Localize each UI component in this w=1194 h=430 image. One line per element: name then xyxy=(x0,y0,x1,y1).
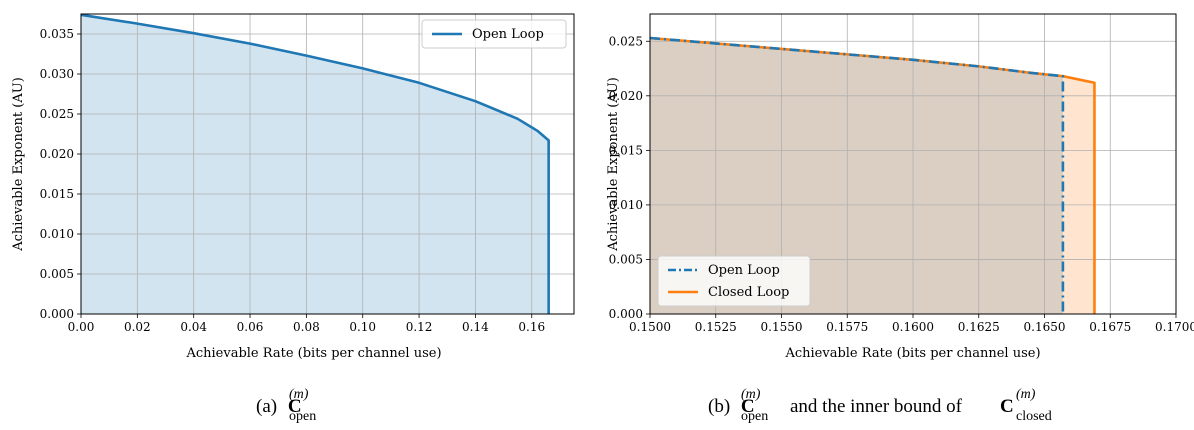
chart-a-frame xyxy=(80,13,575,315)
chart-b-y-axis-label: Achievable Exponent (AU) xyxy=(606,77,621,252)
chart-a-series-layer xyxy=(80,13,550,314)
caption-b: (b) C (m) open and the inner bound of C … xyxy=(708,387,1052,424)
chart-a-series-0-area xyxy=(81,14,549,315)
chart-b-x-tick-label: 0.1500 xyxy=(629,320,671,334)
caption-b-subscript2: closed xyxy=(1016,409,1052,424)
chart-panel-b: 0.1500 0.1525 0.1550 0.1575 0.1600 0.1625 0.16… xyxy=(606,13,1194,361)
chart-b-x-tick-label: 0.1675 xyxy=(1089,320,1131,334)
chart-a-x-ticks: 0.00 0.02 0.04 0.06 0.08 0.10 0.12 0.14 0.16 xyxy=(68,314,545,334)
chart-panel-a: 0.00 0.02 0.04 0.06 0.08 0.10 0.12 0.14 0.16 0.0… xyxy=(11,13,575,361)
chart-b-legend: Open Loop Closed Loop xyxy=(657,255,811,307)
chart-b-y-tick-label: 0.020 xyxy=(609,89,643,103)
chart-a-x-axis-label: Achievable Rate (bits per channel use) xyxy=(185,346,441,361)
chart-a-x-tick-label: 0.00 xyxy=(68,320,95,334)
chart-b-y-ticks: 0.000 0.005 0.010 0.015 0.020 0.025 xyxy=(609,34,650,321)
caption-a: (a) C (m) open xyxy=(256,387,316,424)
chart-b-y-tick-label: 0.015 xyxy=(609,143,643,157)
chart-a-x-tick-label: 0.14 xyxy=(462,320,489,334)
chart-b-y-tick-label: 0.005 xyxy=(609,252,643,266)
caption-b-middle-text: and the inner bound of xyxy=(790,396,963,417)
chart-b-x-tick-label: 0.1700 xyxy=(1155,320,1194,334)
chart-b-x-tick-label: 0.1550 xyxy=(761,320,803,334)
chart-b-series-0-line xyxy=(649,36,1065,314)
chart-a-series-0-line xyxy=(80,13,550,314)
chart-b-fill-layer xyxy=(650,38,1095,314)
chart-b-legend-box xyxy=(657,255,811,307)
caption-b-superscript2: (m) xyxy=(1016,387,1036,402)
chart-a-legend-box xyxy=(421,19,567,49)
chart-b-legend-label-1: Closed Loop xyxy=(708,285,789,300)
chart-b-series-0-area xyxy=(650,38,1063,314)
caption-b-text: (b) C xyxy=(708,396,755,417)
chart-a-y-tick-label: 0.020 xyxy=(40,147,74,161)
chart-a-x-tick-label: 0.12 xyxy=(406,320,433,334)
chart-a-y-axis-label: Achievable Exponent (AU) xyxy=(11,77,26,252)
chart-a-x-tick-label: 0.04 xyxy=(180,320,207,334)
chart-a-x-tick-label: 0.02 xyxy=(124,320,151,334)
chart-a-x-tick-label: 0.16 xyxy=(518,320,545,334)
chart-b-series-1-line xyxy=(649,36,1096,314)
chart-a-grid xyxy=(80,14,574,315)
chart-a-y-tick-label: 0.005 xyxy=(40,267,74,281)
chart-a-axes-frame xyxy=(80,13,575,315)
chart-b-x-ticks: 0.1500 0.1525 0.1550 0.1575 0.1600 0.1625 0.16… xyxy=(629,314,1194,334)
chart-a-y-ticks: 0.000 0.005 0.010 0.015 0.020 0.025 0.030 0.035 xyxy=(40,27,81,321)
chart-b-series-layer xyxy=(649,36,1096,314)
chart-a-y-tick-label: 0.000 xyxy=(40,307,74,321)
chart-a-legend: Open Loop xyxy=(421,19,567,49)
chart-a-x-tick-label: 0.10 xyxy=(349,320,376,334)
chart-b-series-1-area xyxy=(650,38,1095,314)
chart-b-x-tick-label: 0.1600 xyxy=(892,320,934,334)
caption-b-math2: C xyxy=(1000,396,1014,417)
chart-a-y-tick-label: 0.015 xyxy=(40,187,74,201)
caption-a-text: (a) C xyxy=(256,396,302,417)
chart-a-x-tick-label: 0.06 xyxy=(237,320,264,334)
caption-a-superscript: (m) xyxy=(289,387,309,402)
chart-b-x-tick-label: 0.1575 xyxy=(826,320,868,334)
chart-b-x-tick-label: 0.1650 xyxy=(1024,320,1066,334)
caption-b-superscript: (m) xyxy=(741,387,761,402)
chart-b-y-tick-label: 0.025 xyxy=(609,34,643,48)
chart-a-y-tick-label: 0.010 xyxy=(40,227,74,241)
chart-b-y-tick-label: 0.000 xyxy=(609,307,643,321)
chart-b-x-tick-label: 0.1525 xyxy=(695,320,737,334)
chart-a-fill-layer xyxy=(81,14,549,315)
chart-b-x-axis-label: Achievable Rate (bits per channel use) xyxy=(784,346,1040,361)
chart-b-legend-label-0: Open Loop xyxy=(708,263,780,278)
chart-a-y-tick-label: 0.035 xyxy=(40,27,74,41)
chart-a-y-tick-label: 0.030 xyxy=(40,67,74,81)
caption-a-subscript: open xyxy=(289,409,316,424)
chart-a-x-tick-label: 0.08 xyxy=(293,320,320,334)
chart-b-y-tick-label: 0.010 xyxy=(609,198,643,212)
chart-a-legend-label-0: Open Loop xyxy=(472,27,544,42)
chart-a-y-tick-label: 0.025 xyxy=(40,107,74,121)
chart-b-x-tick-label: 0.1625 xyxy=(958,320,1000,334)
caption-b-subscript: open xyxy=(741,409,768,424)
